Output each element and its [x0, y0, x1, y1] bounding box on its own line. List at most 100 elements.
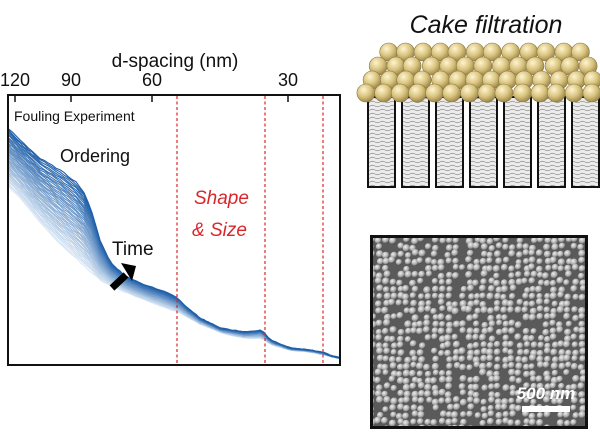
nanoparticle [417, 418, 424, 425]
nanoparticle [375, 307, 382, 315]
scale-bar [522, 406, 570, 412]
nanoparticle [472, 383, 480, 391]
nanoparticle [535, 249, 544, 257]
nanoparticle [438, 293, 446, 300]
nanoparticle [381, 306, 389, 315]
nanoparticle [502, 256, 510, 264]
nanoparticle [383, 270, 391, 278]
nanoparticle [481, 321, 489, 329]
nanoparticle [577, 364, 585, 371]
nanoparticle [397, 242, 405, 250]
nanoparticle [536, 305, 544, 313]
nanoparticle [402, 383, 411, 392]
nanoparticle [384, 425, 388, 426]
nanoparticle [528, 335, 535, 342]
scattering-curve [8, 171, 340, 359]
nanoparticle [404, 356, 412, 365]
nanoparticle [409, 349, 417, 357]
nanoparticle [373, 389, 376, 397]
nanoparticle [452, 396, 460, 403]
nanoparticle [537, 361, 545, 369]
nanoparticle [418, 356, 426, 364]
nanoparticle [439, 321, 446, 328]
nanoparticle [507, 349, 514, 356]
cake-particle [494, 83, 514, 103]
nanoparticle [480, 354, 488, 363]
nanoparticle [404, 258, 412, 265]
nanoparticle [488, 391, 496, 399]
nanoparticle [472, 391, 480, 399]
nanoparticle [459, 375, 467, 383]
nanoparticle [424, 305, 432, 313]
nanoparticle [509, 284, 517, 292]
nanoparticle [522, 243, 530, 251]
plot-frame [7, 94, 341, 366]
nanoparticle [530, 270, 538, 278]
nanoparticle [536, 238, 544, 243]
nanoparticle [570, 404, 577, 411]
nanoparticle [493, 279, 501, 287]
nanoparticle [480, 270, 488, 278]
nanoparticle [431, 278, 439, 285]
nanoparticle [452, 263, 460, 271]
nanoparticle [416, 370, 424, 378]
nanoparticle [572, 314, 580, 322]
nanoparticle [515, 355, 523, 363]
scattering-curve [8, 140, 340, 359]
nanoparticle [444, 340, 452, 349]
tick-label-90: 90 [61, 70, 81, 90]
nanoparticle [528, 292, 536, 300]
nanoparticle [487, 404, 494, 412]
nanoparticle [542, 272, 550, 280]
nanoparticle [397, 270, 406, 279]
nanoparticle [479, 362, 487, 371]
nanoparticle [430, 377, 438, 385]
nanoparticle [572, 349, 580, 357]
nanoparticle [446, 286, 454, 293]
nanoparticle [402, 412, 410, 420]
nanoparticle [460, 418, 468, 426]
nanoparticle [509, 410, 517, 418]
nanoparticle [417, 277, 424, 285]
nanoparticle [579, 285, 585, 292]
nanoparticle [409, 382, 417, 390]
nanoparticle [395, 413, 403, 420]
nanoparticle [382, 257, 390, 265]
nanoparticle [578, 272, 585, 280]
nanoparticle [479, 333, 487, 342]
scattering-curve [8, 130, 340, 359]
nanoparticle [563, 300, 571, 308]
time-label: Time [112, 239, 154, 260]
nanoparticle [486, 354, 494, 362]
nanoparticle [373, 279, 375, 284]
nanoparticle [479, 368, 487, 376]
nanoparticle [446, 362, 453, 370]
nanoparticle [467, 284, 475, 292]
nanoparticle [502, 243, 509, 251]
cake-particle [460, 83, 479, 103]
nanoparticle [564, 328, 572, 336]
nanoparticle [522, 249, 530, 256]
nanoparticle [472, 279, 479, 287]
nanoparticle [565, 384, 572, 391]
nanoparticle [551, 356, 559, 364]
nanoparticle [438, 350, 445, 357]
nanoparticle [552, 251, 559, 258]
curve-set [8, 128, 340, 360]
nanoparticle [466, 410, 474, 418]
nanoparticle [523, 341, 531, 348]
nanoparticle [388, 375, 396, 383]
nanoparticle [391, 342, 398, 350]
particle-cake [356, 42, 600, 103]
scattering-plot: d-spacing (nm) 120 90 60 30 Fouling Expe… [0, 51, 341, 366]
nanoparticle [432, 355, 440, 363]
nanoparticle [397, 424, 405, 426]
nanoparticle [508, 397, 515, 404]
nanoparticle [543, 306, 551, 314]
cake-particle [546, 83, 566, 103]
nanoparticle [390, 286, 397, 293]
nanoparticle [437, 327, 445, 335]
top-axis-label: d-spacing (nm) [112, 51, 239, 72]
nanoparticle [493, 250, 502, 258]
